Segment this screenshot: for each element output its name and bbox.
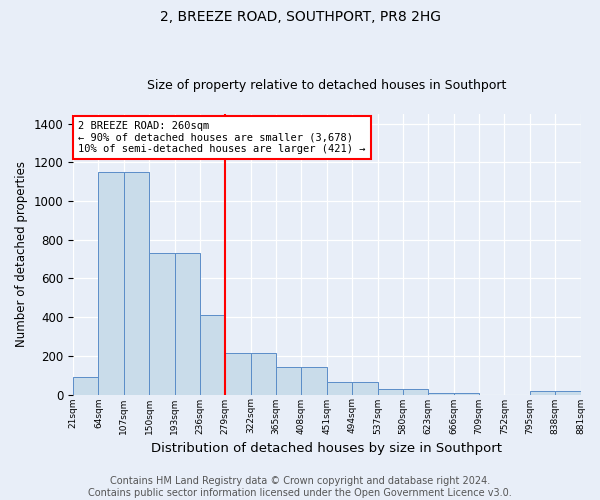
Bar (175, 254, 200, 394)
Bar (251, 353, 276, 395)
Bar (352, 382, 377, 394)
Text: Contains HM Land Registry data © Crown copyright and database right 2024.
Contai: Contains HM Land Registry data © Crown c… (88, 476, 512, 498)
Bar (403, 388, 428, 394)
Text: 2, BREEZE ROAD, SOUTHPORT, PR8 2HG: 2, BREEZE ROAD, SOUTHPORT, PR8 2HG (160, 10, 440, 24)
Bar (327, 382, 352, 394)
Bar (555, 390, 581, 394)
X-axis label: Distribution of detached houses by size in Southport: Distribution of detached houses by size … (151, 442, 502, 455)
Bar (98, 172, 124, 394)
Text: 2 BREEZE ROAD: 260sqm
← 90% of detached houses are smaller (3,678)
10% of semi-d: 2 BREEZE ROAD: 260sqm ← 90% of detached … (78, 121, 365, 154)
Bar (73, 377, 98, 394)
Bar (377, 388, 403, 394)
Y-axis label: Number of detached properties: Number of detached properties (15, 162, 28, 348)
Bar (428, 393, 454, 394)
Bar (301, 368, 327, 394)
Bar (124, 172, 149, 394)
Bar (276, 368, 301, 394)
Bar (530, 390, 555, 394)
Bar (454, 393, 479, 394)
Bar (225, 353, 251, 395)
Bar (149, 254, 175, 394)
Title: Size of property relative to detached houses in Southport: Size of property relative to detached ho… (147, 79, 506, 92)
Bar (200, 315, 225, 394)
